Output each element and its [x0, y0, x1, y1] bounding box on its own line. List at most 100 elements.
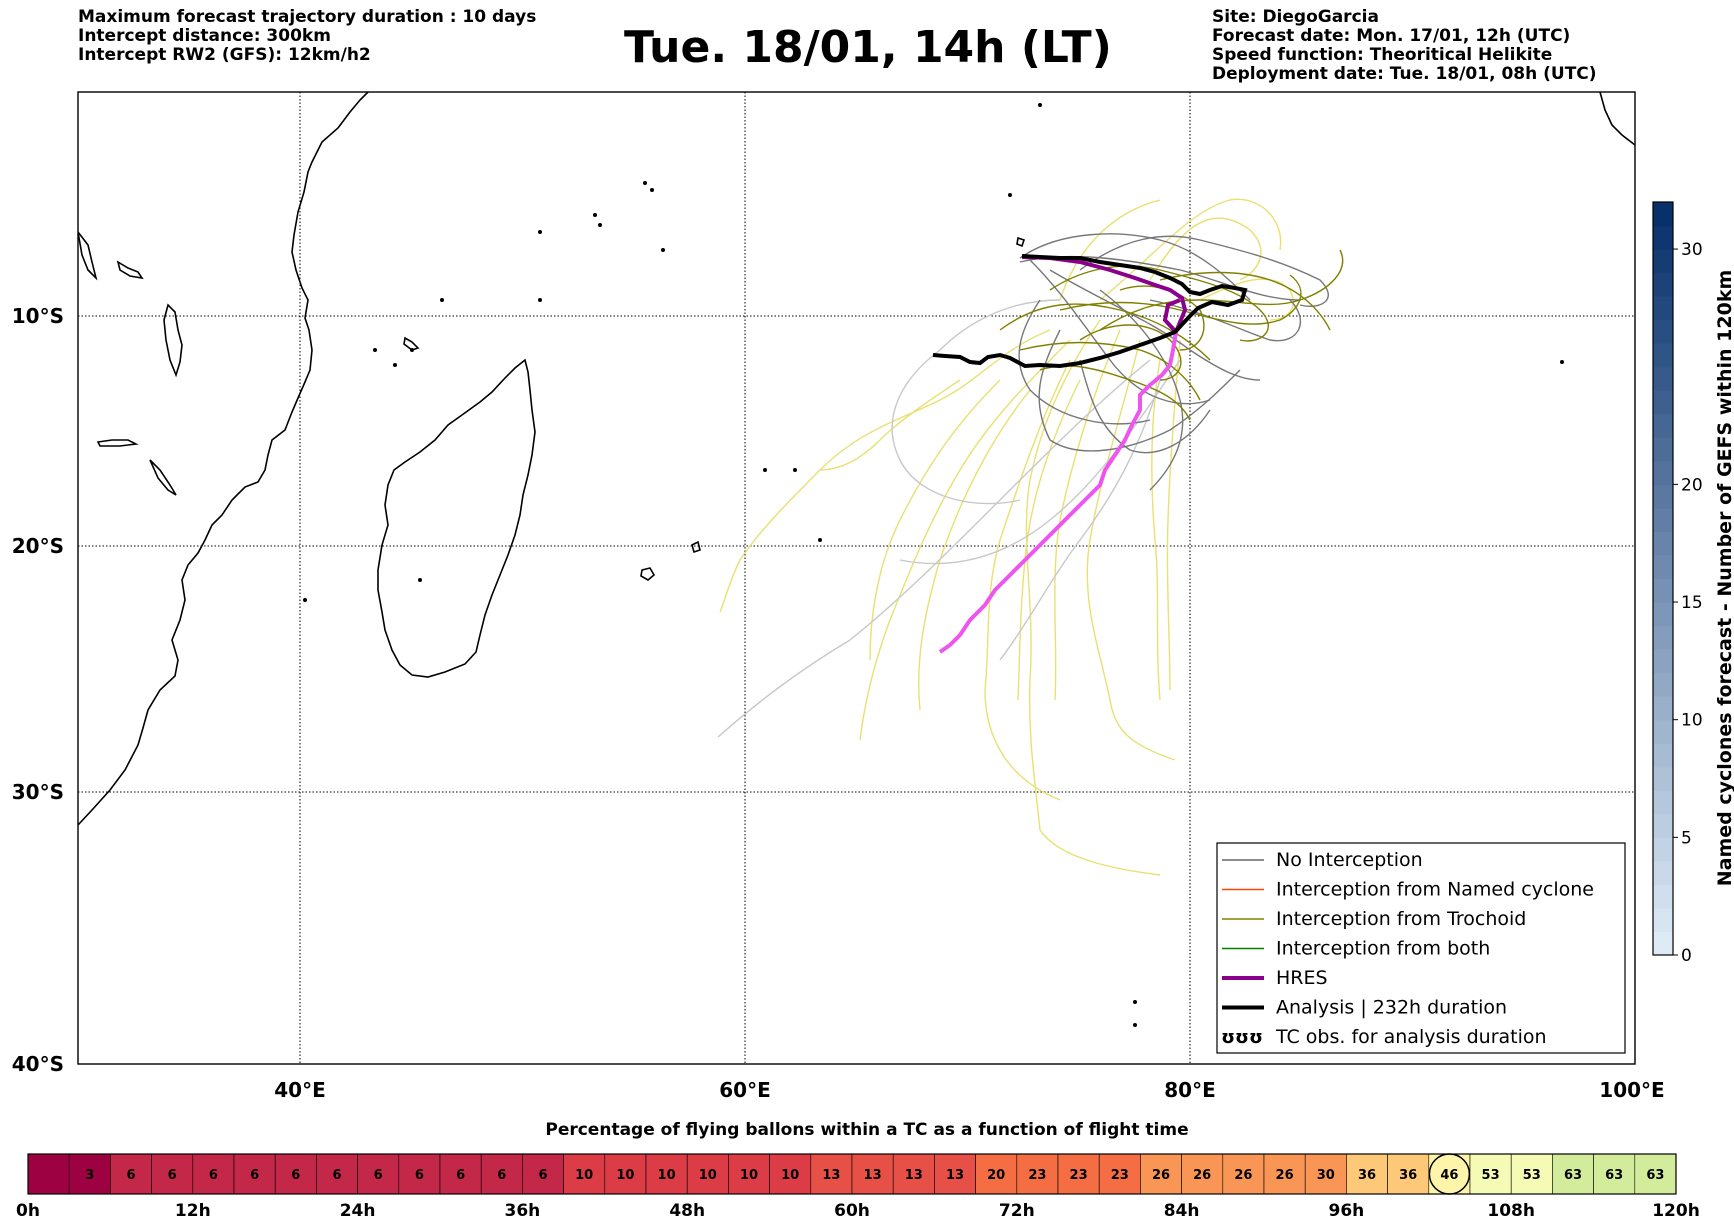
colorbar-bottom-cell-label: 6 — [291, 1168, 300, 1183]
colorbar-right-cell — [1653, 578, 1673, 603]
colorbar-right-cell — [1653, 696, 1673, 721]
page-title: Tue. 18/01, 14h (LT) — [624, 22, 1112, 73]
chagos-island — [1016, 236, 1026, 248]
colorbar-bottom-cell — [851, 1153, 894, 1195]
colorbar-bottom-cell — [357, 1153, 400, 1195]
great-lakes-area — [78, 231, 98, 281]
colorbar-bottom-cell — [1346, 1153, 1388, 1195]
map-frame — [77, 91, 1636, 1065]
legend-label: Analysis | 232h duration — [1276, 997, 1507, 1019]
colorbar-bottom-cell — [1428, 1153, 1471, 1195]
mozambique-lake — [96, 439, 139, 447]
legend: No Interception Interception from Named c… — [1216, 842, 1626, 1054]
colorbar-right-tick-label: 0 — [1681, 946, 1692, 966]
colorbar-bottom-cell-label: 6 — [332, 1168, 341, 1183]
colorbar-bottom-cell-label: 26 — [1152, 1168, 1170, 1183]
colorbar-right-cell — [1653, 366, 1673, 391]
colorbar-bottom-cell-label: 26 — [1193, 1168, 1211, 1183]
lon-tick-label: 40°E — [274, 1078, 326, 1102]
colorbar-bottom-cell — [1510, 1153, 1553, 1195]
colorbar-right-cell — [1653, 766, 1673, 791]
colorbar-bottom-cell — [1016, 1153, 1059, 1195]
colorbar-bottom-cell-label: 63 — [1605, 1168, 1623, 1183]
trajectory-layer — [717, 198, 1344, 876]
colorbar-bottom-cell — [68, 1153, 111, 1195]
colorbar-bottom-cell-label: 53 — [1482, 1168, 1500, 1183]
colorbar-bottom-cell — [1181, 1153, 1224, 1195]
header-line: Speed function: Theoritical Helikite — [1212, 45, 1553, 65]
colorbar-right-tick-label: 20 — [1681, 475, 1703, 495]
colorbar-right-cell — [1653, 743, 1673, 768]
lat-tick-label: 20°S — [12, 534, 64, 558]
legend-item: ʊʊʊ TC obs. for analysis duration — [1221, 1026, 1546, 1048]
legend-box — [1216, 842, 1626, 1054]
colorbar-bottom-cell-label: 6 — [415, 1168, 424, 1183]
colorbar-bottom-cell-label: 10 — [781, 1168, 799, 1183]
legend-label: Interception from Trochoid — [1276, 908, 1526, 930]
colorbar-bottom-cell-label: 13 — [946, 1168, 964, 1183]
colorbar-right-label: Named cyclones forecast - Number of GEFS… — [1714, 270, 1734, 887]
legend-item: No Interception — [1222, 849, 1423, 871]
time-tick-label: 12h — [175, 1201, 211, 1221]
time-tick-label: 48h — [669, 1201, 705, 1221]
colorbar-right-cell — [1653, 225, 1673, 250]
madagascar-coastline — [377, 358, 536, 678]
colorbar-bottom-cell — [892, 1153, 935, 1195]
legend-item: Interception from both — [1222, 938, 1490, 960]
colorbar-bottom-cell — [728, 1153, 770, 1195]
reunion-island — [691, 540, 701, 554]
colorbar-right-cell — [1653, 931, 1673, 956]
colorbar-bottom-cell-label: 23 — [1111, 1168, 1129, 1183]
colorbar-bottom-cell-label: 10 — [616, 1168, 634, 1183]
legend-item: Analysis | 232h duration — [1222, 997, 1507, 1019]
colorbar-right-cell — [1653, 884, 1673, 909]
colorbar-bottom-cell — [1098, 1153, 1141, 1195]
colorbar-bottom-frame — [27, 1153, 1677, 1195]
hres-trajectory-projected — [938, 331, 1178, 654]
time-tick-label: 24h — [340, 1201, 376, 1221]
header-info-left: Maximum forecast trajectory duration : 1… — [78, 8, 536, 65]
colorbar-right-cell — [1653, 672, 1673, 697]
colorbar-bottom-cell-label: 20 — [987, 1168, 1005, 1183]
colorbar-right-cell — [1653, 484, 1673, 509]
colorbar-right-cell — [1653, 249, 1673, 274]
header-line: Intercept RW2 (GFS): 12km/h2 — [78, 45, 371, 65]
legend-label: TC obs. for analysis duration — [1275, 1026, 1547, 1048]
colorbar-bottom-cell — [439, 1153, 482, 1195]
colorbar-bottom: 3 6 6 6 6 6 6 6 6 6 6 6 10 10 10 10 10 10 13 13 13 13 20 23 23 23… — [16, 1153, 1700, 1221]
colorbar-right-cell — [1653, 272, 1673, 297]
colorbar-right-tick-label: 30 — [1681, 240, 1703, 260]
colorbar-right-cell — [1653, 907, 1673, 932]
colorbar-right-cell — [1653, 437, 1673, 462]
mauritius-island — [640, 567, 656, 581]
colorbar-bottom-cell-label: 13 — [905, 1168, 923, 1183]
colorbar-bottom-cell — [563, 1153, 606, 1195]
colorbar-bottom-cell — [1263, 1153, 1306, 1195]
colorbar-bottom-cell — [27, 1153, 70, 1195]
colorbar-bottom-cell-label: 6 — [209, 1168, 218, 1183]
header-info-right: Site: DiegoGarcia Forecast date: Mon. 17… — [1212, 8, 1597, 84]
time-tick-label: 60h — [834, 1201, 870, 1221]
colorbar-right-cell — [1653, 507, 1673, 532]
header-line: Maximum forecast trajectory duration : 1… — [78, 7, 537, 27]
grey-ensemble-members — [717, 299, 1181, 738]
colorbar-bottom-cell — [110, 1153, 152, 1195]
colorbar-bottom-cell — [192, 1153, 235, 1195]
colorbar-right-cell — [1653, 719, 1673, 744]
colorbar-bottom-cell-label: 53 — [1523, 1168, 1541, 1183]
colorbar-right-cell — [1653, 413, 1673, 438]
colorbar-right-tick-label: 5 — [1681, 828, 1692, 848]
colorbar-bottom-cell — [769, 1153, 812, 1195]
colorbar-bottom-cell-label: 63 — [1564, 1168, 1582, 1183]
colorbar-bottom-cell-label: 6 — [497, 1168, 506, 1183]
colorbar-bottom-cell-label: 6 — [250, 1168, 259, 1183]
time-tick-label: 108h — [1487, 1201, 1535, 1221]
header-line: Site: DiegoGarcia — [1212, 7, 1379, 27]
colorbar-bottom-cell-label: 6 — [456, 1168, 465, 1183]
colorbar-bottom-cell-label: 36 — [1399, 1168, 1417, 1183]
colorbar-bottom-cell — [233, 1153, 276, 1195]
colorbar-right-cell — [1653, 460, 1673, 485]
lat-tick-label: 40°S — [12, 1052, 64, 1076]
colorbar-bottom-cell-label: 6 — [538, 1168, 547, 1183]
